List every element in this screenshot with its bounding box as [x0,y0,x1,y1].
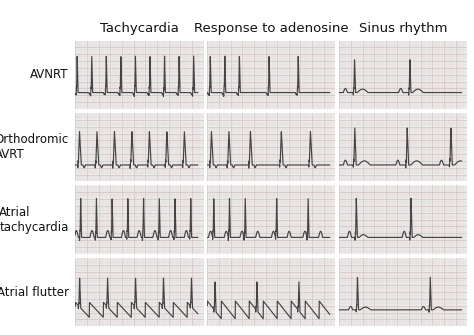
Text: AVNRT: AVNRT [30,68,69,81]
Text: Atrial flutter: Atrial flutter [0,285,69,298]
Text: Atrial
tachycardia: Atrial tachycardia [0,206,69,233]
Text: Sinus rhythm: Sinus rhythm [359,22,447,35]
Text: Response to adenosine: Response to adenosine [194,22,349,35]
Text: Tachycardia: Tachycardia [100,22,179,35]
Text: Orthodromic
AVRT: Orthodromic AVRT [0,133,69,161]
